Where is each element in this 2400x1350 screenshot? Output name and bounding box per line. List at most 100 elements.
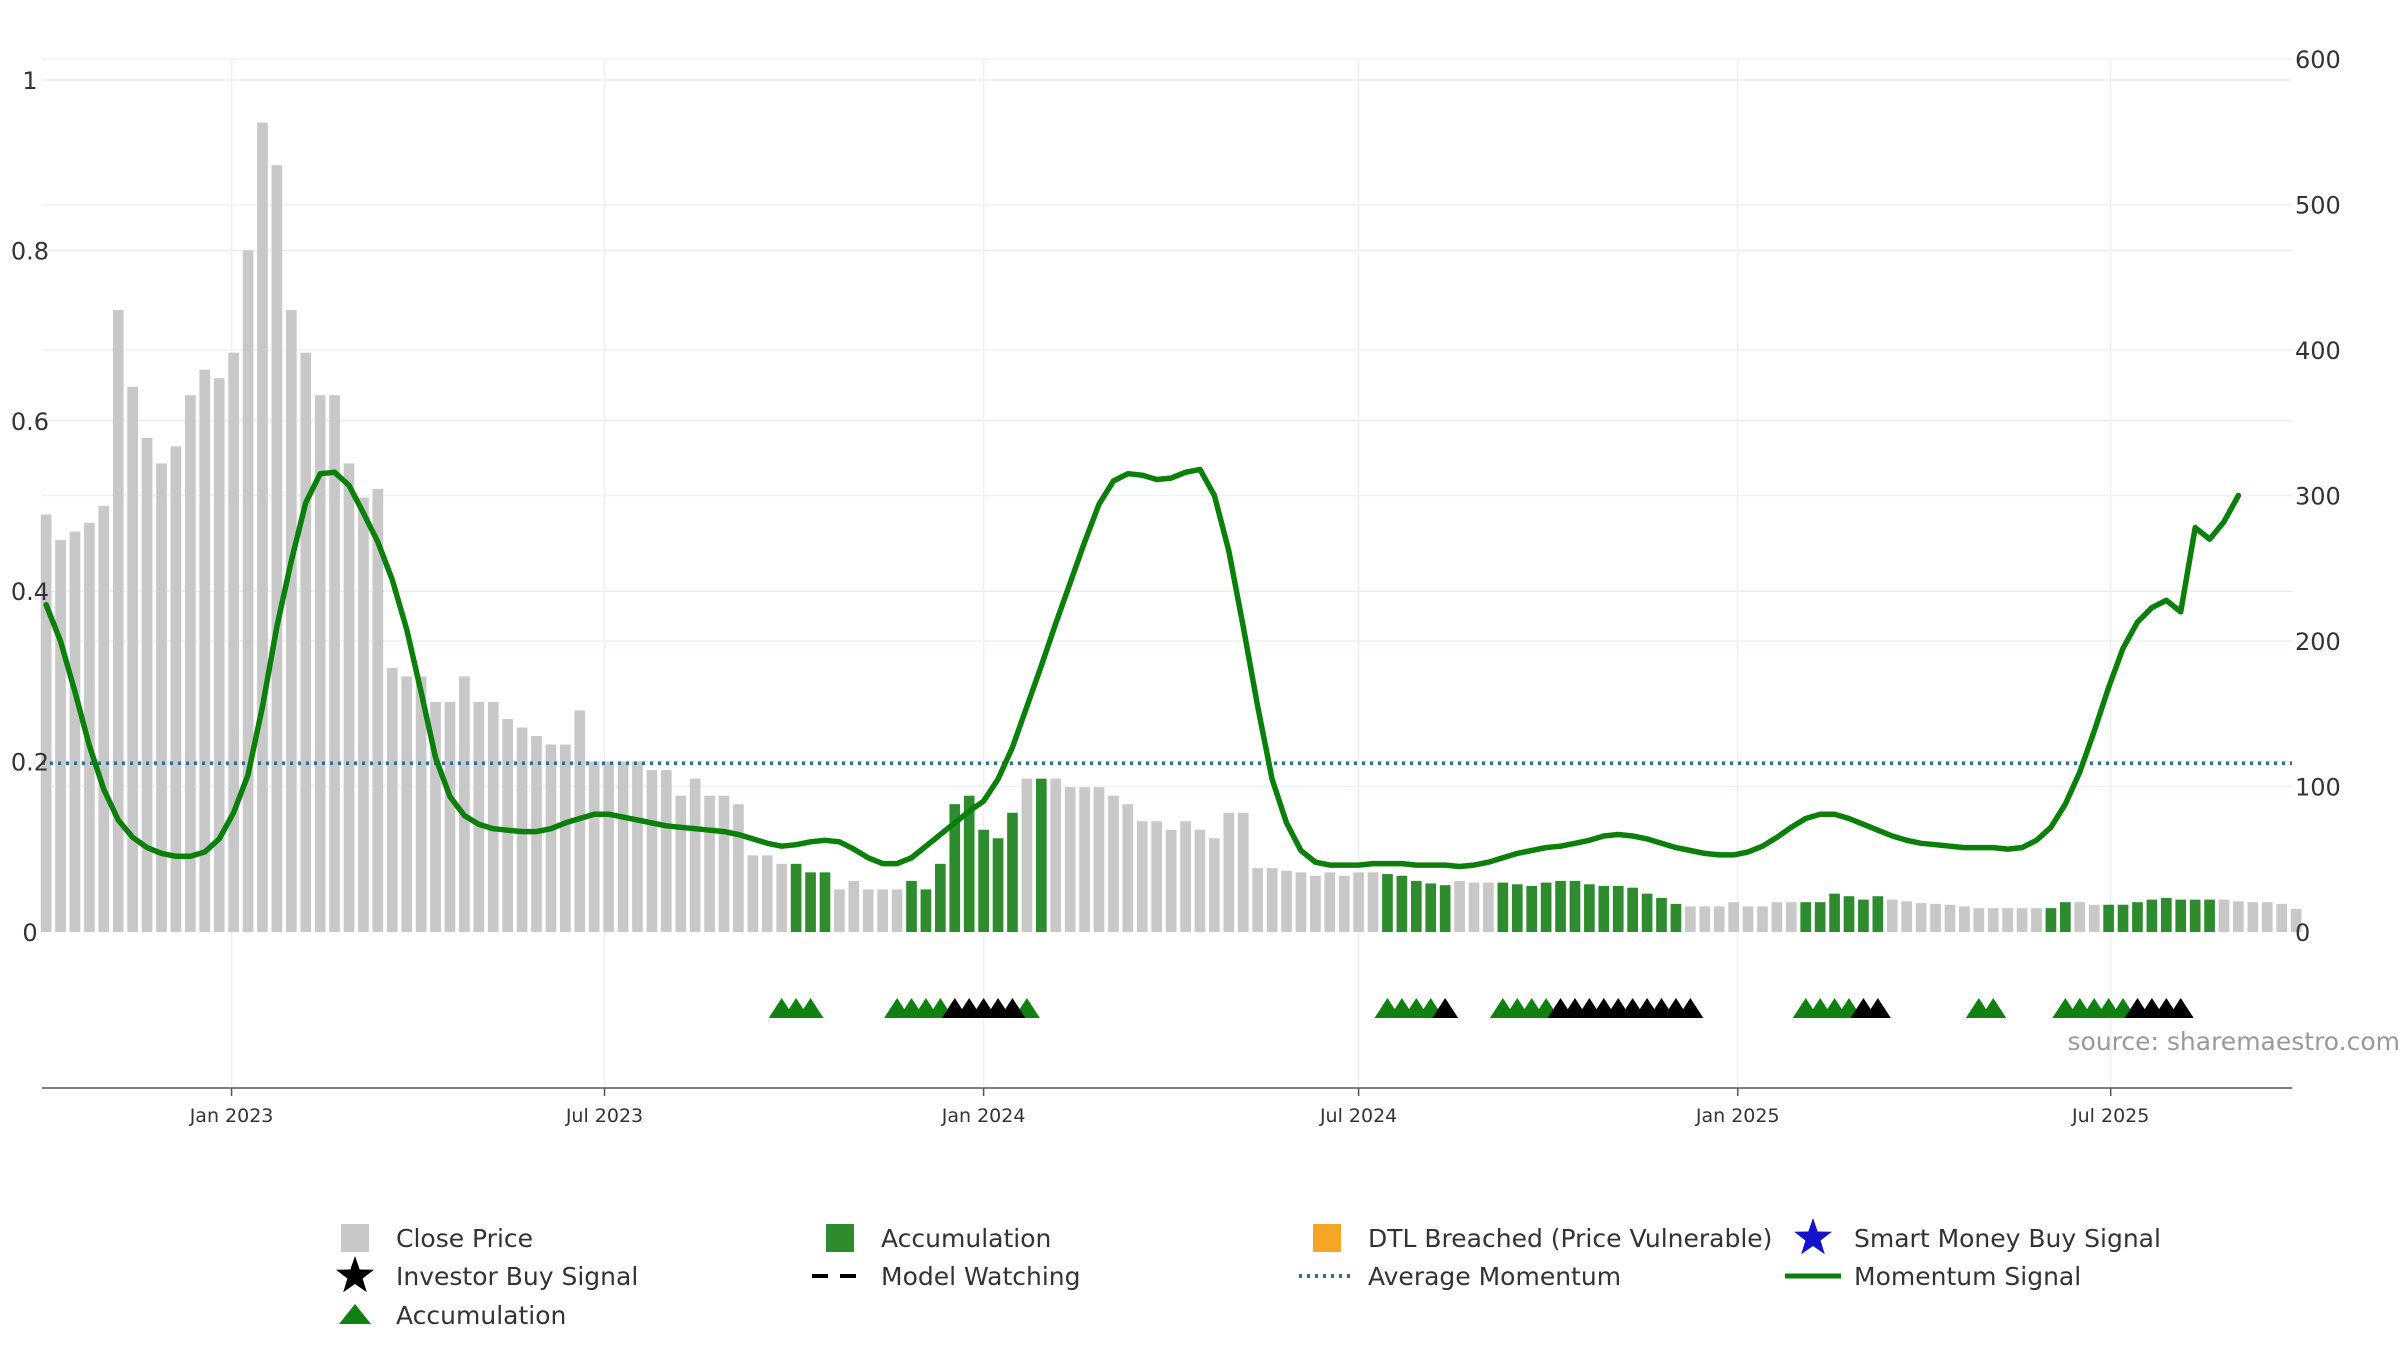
price-bar [632,761,643,932]
accumulation-bar [2204,899,2215,932]
price-bar [1468,882,1480,932]
price-bar [1108,795,1119,932]
price-bar [747,855,759,932]
price-bars [40,122,2302,933]
price-bar [2247,902,2259,932]
right-y-tick-label: 500 [2295,192,2341,220]
x-tick-label: Jul 2025 [2071,1105,2149,1127]
right-y-tick-label: 400 [2295,337,2341,365]
legend-item: Smart Money Buy Signal [1794,1218,2161,1255]
price-bar [127,386,138,933]
accumulation-bar [1843,896,1855,932]
price-bar [1901,901,1913,932]
price-bar [1915,903,1927,932]
right-y-tick-label: 100 [2295,774,2341,802]
price-bar [502,719,513,932]
price-bar [675,795,687,932]
price-bar [242,250,254,932]
price-bar [1209,838,1220,932]
price-bar [430,701,441,932]
price-bar [185,395,196,932]
legend-item: Accumulation [339,1301,566,1330]
price-bar [1353,872,1364,932]
price-bar [545,744,557,932]
right-y-tick-label: 200 [2295,628,2341,656]
price-bar [689,778,701,932]
x-tick-label: Jan 2025 [1695,1105,1780,1127]
left-y-tick-label: 1 [22,67,37,95]
right-y-tick-label: 600 [2295,46,2341,74]
accumulation-bar [1007,812,1018,932]
price-bar [1122,804,1134,932]
momentum-signal-line [43,466,2242,870]
series-lines [42,466,2292,870]
price-bar [761,855,773,932]
right-y-tick-label: 0 [2295,919,2310,947]
legend-item: Model Watching [812,1262,1081,1291]
accumulation-bar [1410,880,1422,932]
accumulation-bar [1526,885,1538,932]
legend-item: Momentum Signal [1785,1262,2081,1291]
legend-swatch-square [1313,1224,1341,1252]
price-bar [1454,880,1465,932]
price-bar [98,506,110,932]
accumulation-bar [1396,875,1408,932]
accumulation-bar [2060,902,2071,932]
accumulation-bar [1598,885,1610,932]
accumulation-bar [963,795,975,932]
accumulation-bar [1035,778,1047,932]
price-bar [444,701,456,932]
price-bar [1079,787,1090,932]
price-bar [228,352,239,932]
price-bar [40,514,52,932]
price-bar [1064,787,1076,932]
right-y-tick-label: 300 [2295,483,2341,511]
price-bar [1050,778,1062,932]
price-bar [862,889,874,932]
price-bar [1757,906,1768,932]
price-bar [257,122,268,933]
price-bar [84,523,95,932]
left-y-tick-label: 0.4 [11,578,49,606]
price-bar [1180,821,1191,932]
price-bar [1165,829,1177,932]
price-bar [141,437,153,932]
price-bar [1151,821,1163,932]
price-bar [2261,902,2273,932]
accumulation-bar [906,880,917,932]
accumulation-bar [1511,884,1523,932]
price-bar [112,310,124,932]
legend-swatch-square [826,1224,854,1252]
price-bar [1685,906,1696,932]
accumulation-bar [1425,883,1437,932]
accumulation-bar [2045,908,2057,932]
price-bar [271,165,283,932]
accumulation-bar [978,829,989,932]
legend-item: DTL Breached (Price Vulnerable) [1313,1224,1772,1253]
price-bar [660,770,672,932]
legend-label: Smart Money Buy Signal [1854,1224,2161,1253]
accumulation-bar [1627,887,1638,932]
legend-item: Accumulation [826,1224,1051,1253]
price-bar [1093,787,1105,932]
price-bar [487,701,499,932]
price-bar [372,488,384,932]
x-tick-label: Jan 2024 [941,1105,1026,1127]
price-bar [1367,872,1379,932]
price-bar [1324,872,1336,932]
price-bar [314,395,326,932]
accumulation-bar [805,872,816,932]
accumulation-triangle [1980,998,2007,1018]
accumulation-bar [1829,893,1840,932]
x-tick-label: Jan 2023 [189,1105,274,1127]
price-bar [834,889,845,932]
price-bar [560,744,571,932]
price-bar [69,531,81,932]
price-bar [1959,906,1970,932]
price-bar [891,889,903,932]
left-y-tick-label: 0.2 [11,749,49,777]
accumulation-bar [2175,899,2187,932]
price-bar [646,770,658,932]
price-bar [1728,902,1739,932]
